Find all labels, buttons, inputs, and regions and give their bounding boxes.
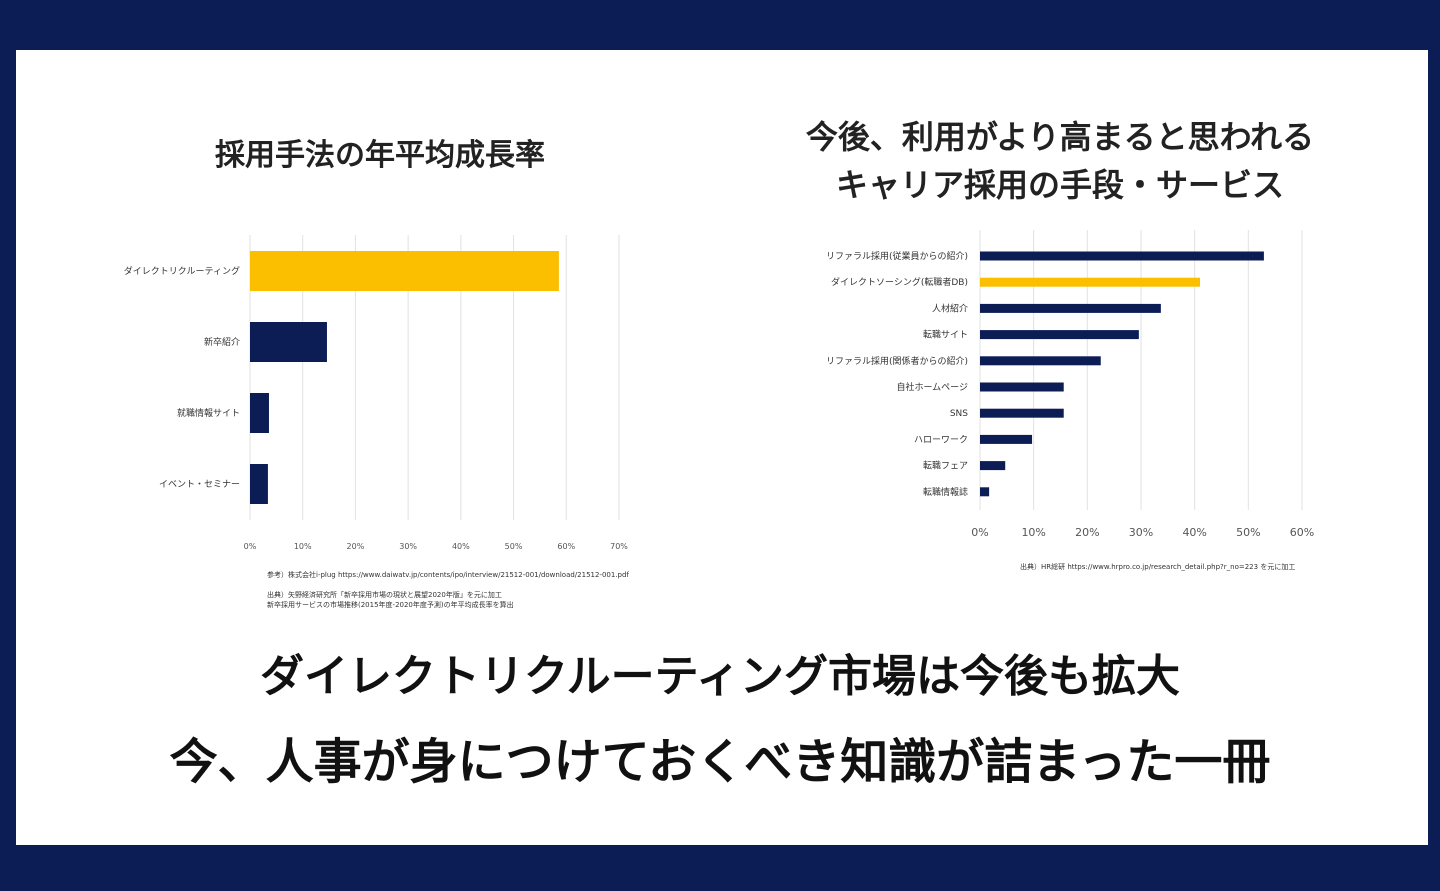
- x-tick-label: 20%: [1075, 526, 1099, 539]
- left-note-2: 出典）矢野経済研究所「新卒採用市場の現状と展望2020年版」を元に加工: [267, 591, 502, 599]
- category-label: ハローワーク: [914, 434, 968, 445]
- category-label: リファラル採用(関係者からの紹介): [826, 355, 968, 367]
- category-label: SNS: [950, 409, 968, 419]
- content-panel: [16, 50, 1428, 845]
- category-label: イベント・セミナー: [159, 479, 240, 490]
- bar: [980, 382, 1064, 392]
- category-label: 転職フェア: [923, 461, 968, 472]
- x-tick-label: 10%: [1021, 526, 1045, 539]
- x-tick-label: 50%: [505, 542, 523, 551]
- x-tick-label: 10%: [294, 542, 312, 551]
- bar: [980, 356, 1101, 366]
- category-label: 転職情報誌: [923, 486, 968, 498]
- category-label: リファラル採用(従業員からの紹介): [826, 250, 968, 262]
- x-tick-label: 40%: [1182, 526, 1206, 539]
- right-note: 出典）HR総研 https://www.hrpro.co.jp/research…: [1020, 563, 1296, 571]
- bar: [980, 303, 1161, 313]
- headline-2: 今、人事が身につけておくべき知識が詰まった一冊: [169, 734, 1271, 790]
- category-label: 転職サイト: [923, 330, 968, 341]
- right-chart-title-line2: キャリア採用の手段・サービス: [835, 166, 1284, 204]
- bar: [980, 251, 1264, 261]
- bar: [250, 464, 268, 504]
- left-note-3: 新卒採用サービスの市場推移(2015年度-2020年度予測)の年平均成長率を算出: [267, 601, 514, 609]
- x-tick-label: 60%: [1290, 526, 1314, 539]
- left-chart-title: 採用手法の年平均成長率: [215, 138, 545, 173]
- bar: [250, 393, 269, 433]
- x-tick-label: 60%: [557, 542, 575, 551]
- category-label: 人材紹介: [932, 302, 968, 314]
- right-chart-title-line1: 今後、利用がより高まると思われる: [805, 118, 1315, 156]
- category-label: 新卒紹介: [204, 336, 240, 348]
- x-tick-label: 70%: [610, 542, 628, 551]
- x-tick-label: 20%: [347, 542, 365, 551]
- x-tick-label: 50%: [1236, 526, 1260, 539]
- bar: [980, 487, 990, 497]
- bar: [250, 251, 559, 291]
- category-label: ダイレクトリクルーティング: [124, 265, 240, 277]
- bar: [250, 322, 327, 362]
- bar: [980, 408, 1064, 418]
- headline-1: ダイレクトリクルーティング市場は今後も拡大: [259, 651, 1181, 702]
- category-label: 就職情報サイト: [177, 407, 240, 419]
- left-note-1: 参考）株式会社i-plug https://www.daiwatv.jp/con…: [267, 571, 629, 579]
- bar: [980, 434, 1033, 444]
- x-tick-label: 40%: [452, 542, 470, 551]
- bar: [980, 461, 1006, 471]
- x-tick-label: 30%: [1129, 526, 1153, 539]
- bar: [980, 277, 1201, 287]
- category-label: ダイレクトソーシング(転職者DB): [831, 276, 968, 288]
- x-tick-label: 0%: [244, 542, 257, 551]
- bar: [980, 330, 1139, 340]
- category-label: 自社ホームページ: [896, 381, 968, 393]
- x-tick-label: 30%: [399, 542, 417, 551]
- x-tick-label: 0%: [971, 526, 988, 539]
